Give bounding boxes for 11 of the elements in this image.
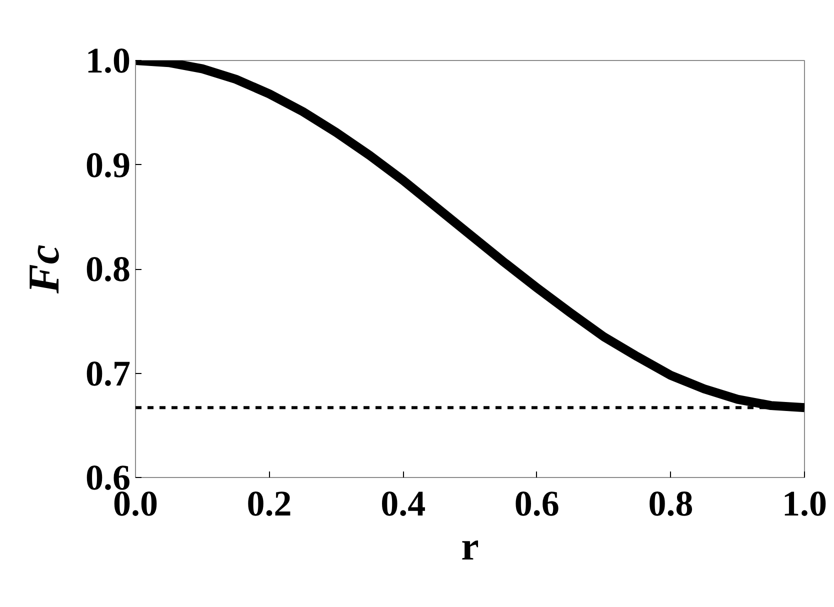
x-tick-label: 0.8	[648, 484, 694, 524]
x-axis-title: r	[461, 524, 479, 568]
y-tick-label: 0.8	[86, 249, 130, 289]
y-tick-label: 1.0	[86, 40, 130, 80]
x-tick-label: 0.2	[246, 484, 292, 524]
x-tick-label: 0.6	[514, 484, 560, 524]
y-tick-label: 0.7	[86, 353, 130, 394]
x-tick-label: 0.4	[380, 484, 426, 524]
y-tick-label: 0.9	[86, 144, 130, 185]
y-axis-title: Fc	[20, 244, 68, 294]
x-tick-label: 1.0	[782, 484, 827, 524]
